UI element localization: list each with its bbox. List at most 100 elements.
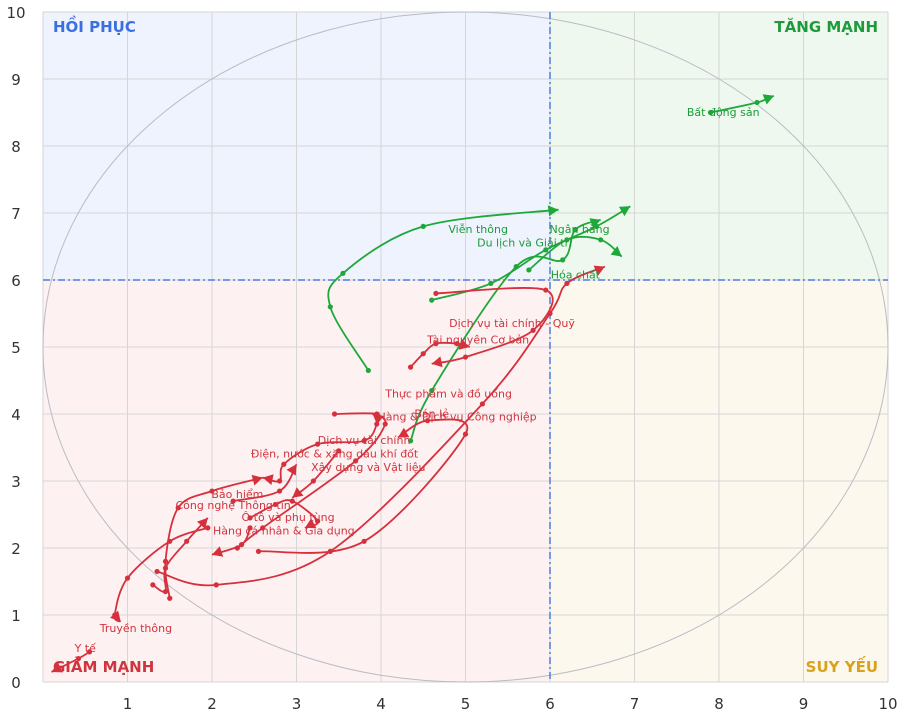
sector-label-dich-vu-tai-chinh: Dịch vụ tài chính [318,434,411,447]
sector-label-vien-thong: Viễn thông [448,223,508,236]
trail-point-tai-nguyen-co-ban-1 [420,351,426,357]
y-tick-4: 4 [11,406,21,424]
trail-point-hang-dich-vu-cong-nghiep-2 [462,431,469,437]
sector-label-y-te: Y tế [74,642,97,655]
trail-head-bao-hiem [251,474,263,486]
series-cong-nghe-thong-tin [150,517,209,595]
trail-head-truyen-thong [110,610,121,622]
trail-point-bat-dong-san-0 [707,109,714,116]
trail-point-cong-nghe-thong-tin-2 [162,565,169,571]
trail-head-y-te [51,662,63,673]
trail-point-ban-le-3 [382,421,388,427]
trail-point-du-lich-va-giai-tri-1 [564,237,570,243]
quadrant-label-top-right: TĂNG MẠNH [774,17,878,36]
trail-point-hang-ca-nhan-gia-dung-0 [247,525,253,531]
trail-point-hoa-chat-0 [407,438,414,444]
trail-point-hoa-chat-2 [513,264,519,270]
trail-head-hang-dich-vu-cong-nghiep [397,427,410,438]
trail-head-du-lich-va-giai-tri [610,246,622,257]
trail-point-tai-nguyen-co-ban-2 [433,341,439,347]
trail-point-thuc-pham-va-do-uong-1 [213,582,219,588]
trail-point-thuc-pham-va-do-uong-4 [547,310,553,317]
trail-head-dien-nuoc-xang-dau-khi-dot [286,464,297,476]
x-tick-8: 8 [714,695,724,713]
trail-point-ban-le-1 [260,525,266,531]
quadrant-label-bottom-left: GIẢM MẠNH [53,655,154,676]
series-hang-dich-vu-cong-nghiep [255,418,469,554]
series-bao-hiem [162,474,263,601]
trail-point-o-to-va-phu-tung-0 [247,515,253,521]
trail-head-tai-nguyen-co-ban [458,339,470,350]
reference-ellipse-shape [42,11,889,683]
trail-point-vien-thong-2 [340,270,346,276]
trail-point-hoa-chat-1 [429,387,435,394]
quadrant-label-bottom-right: SUY YẾU [806,655,878,676]
trail-point-ngan-hang-0 [429,297,435,303]
sector-label-bao-hiem: Bảo hiểm [211,488,263,501]
sector-label-o-to-va-phu-tung: Ô tô và phụ tùng [241,511,334,524]
trail-point-cong-nghe-thong-tin-0 [150,582,156,588]
trail-vien-thong [327,208,559,371]
trail-point-dien-nuoc-xang-dau-khi-dot-1 [277,488,283,494]
series-o-to-va-phu-tung [247,498,321,529]
trail-point-dich-vu-tai-chinh-2 [374,421,380,427]
trail-point-dich-vu-tai-chinh-6 [277,478,283,484]
trail-point-vien-thong-3 [420,223,426,229]
x-tick-6: 6 [545,695,555,713]
trail-point-du-lich-va-giai-tri-2 [598,237,604,243]
series-dich-vu-tai-chinh-quy [431,287,554,368]
trail-point-thuc-pham-va-do-uong-5 [564,280,570,286]
x-tick-10: 10 [878,695,897,713]
trail-point-tai-nguyen-co-ban-0 [407,364,414,370]
trail-hang-dich-vu-cong-nghiep [258,418,469,554]
trail-point-ngan-hang-2 [543,247,549,253]
trail-point-thuc-pham-va-do-uong-3 [479,401,485,407]
sector-label-cong-nghe-thong-tin: Công nghệ Thông tin [175,499,290,512]
series-y-te [51,649,93,673]
x-tick-4: 4 [376,695,386,713]
y-tick-3: 3 [11,473,21,491]
trail-point-vien-thong-1 [327,304,333,310]
trail-ban-le [236,413,387,549]
series-dich-vu-tai-chinh [262,411,382,485]
y-tick-7: 7 [11,205,21,223]
y-axis-ticks: 0 1 2 3 4 5 6 7 8 9 10 [6,4,25,692]
quadrant-labels: HỒI PHỤC TĂNG MẠNH GIẢM MẠNH SUY YẾU [53,14,878,676]
trail-point-bao-hiem-2 [175,505,181,511]
trail-point-dich-vu-tai-chinh-4 [315,441,321,447]
trail-point-bao-hiem-3 [209,488,215,494]
quadrant-label-top-left: HỒI PHỤC [53,14,136,36]
trail-point-o-to-va-phu-tung-1 [272,501,278,508]
trail-point-dich-vu-tai-chinh-quy-0 [433,290,439,296]
sector-label-ban-le: Bán lẻ [414,407,449,420]
sector-label-tai-nguyen-co-ban: Tài nguyên Cơ bản [426,334,529,347]
trail-point-thuc-pham-va-do-uong-0 [154,568,160,575]
series-xay-dung-va-vat-lieu [291,448,342,499]
y-tick-2: 2 [11,540,21,558]
trail-point-bao-hiem-0 [167,595,173,601]
trail-point-hang-dich-vu-cong-nghiep-1 [361,538,367,544]
sector-label-truyen-thong: Truyền thông [99,622,172,635]
trail-head-o-to-va-phu-tung [304,518,317,529]
y-tick-8: 8 [11,138,21,156]
trail-point-tai-nguyen-co-ban-3 [454,341,460,347]
trail-point-hoa-chat-4 [572,227,578,233]
trail-thuc-pham-va-do-uong [156,265,606,587]
trail-head-hang-ca-nhan-gia-dung [212,546,224,557]
series-vien-thong [327,205,559,374]
series-trails [51,94,775,673]
trail-point-bao-hiem-1 [162,558,169,565]
sector-label-ngan-hang: Ngân hàng [550,223,610,236]
trail-head-vien-thong [547,205,559,217]
trail-point-hang-dich-vu-cong-nghiep-0 [255,548,262,554]
trail-head-ngan-hang [618,206,631,217]
x-tick-2: 2 [207,695,217,713]
x-axis-ticks: 1 2 3 4 5 6 7 8 9 10 [123,695,898,713]
y-tick-1: 1 [11,607,21,625]
trail-point-ban-le-2 [353,458,359,464]
trail-du-lich-va-giai-tri [528,235,623,271]
threshold-lines [43,12,888,682]
sector-label-dien-nuoc-xang-dau-khi-dot: Điện, nước & xăng dầu khí đốt [251,448,419,461]
y-tick-6: 6 [11,272,21,290]
